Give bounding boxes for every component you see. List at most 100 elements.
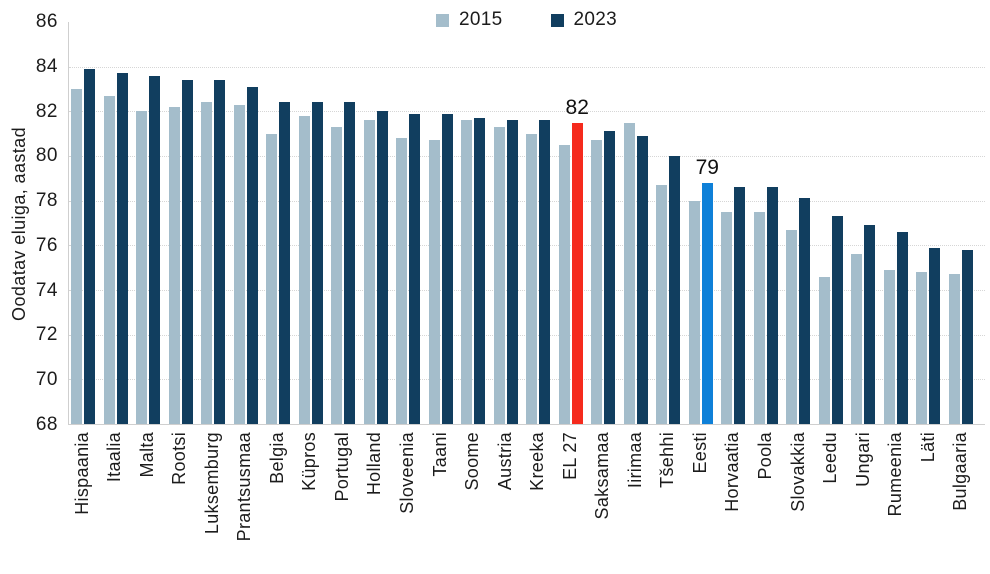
y-tick-label: 74 [35,279,58,301]
x-label-cell: Slovakkia [786,432,810,572]
bar-2015 [948,274,960,424]
bar-2015 [428,140,440,424]
bar-group [818,22,843,424]
bar-2023 [279,102,291,424]
bar-2015 [786,229,798,424]
bar-2023 [799,198,811,424]
x-label-cell: Prantsusmaa [233,432,257,572]
x-label-cell: Küpros [298,432,322,572]
bar-group [136,22,161,424]
gridline [69,111,985,113]
bar-2015 [136,111,148,424]
bar-2023 [669,156,681,424]
bar-2023 [149,75,161,424]
legend-label: 2023 [573,9,617,30]
bar-group [266,22,291,424]
x-label-cell: Belgia [265,432,289,572]
bar-2015 [851,254,863,424]
x-label-cell: Austria [493,432,517,572]
bar-group [428,22,453,424]
bar-2015 [363,120,375,424]
x-axis-label: Soome [462,432,483,491]
x-axis-label: Belgia [266,432,287,484]
x-axis-label: Kreeka [527,432,548,491]
x-axis-label: Austria [494,432,515,491]
x-axis-label: Luksemburg [201,432,222,535]
y-tick-label: 86 [35,11,58,32]
bar-2015 [623,122,635,424]
bar-2015 [558,144,570,424]
x-label-cell: Soome [461,432,485,572]
x-axis-label: Hispaania [71,432,92,515]
bar-2023 [929,247,941,424]
x-label-cell: Taani [428,432,452,572]
bar-2023: 79 [696,156,719,424]
y-tick-label: 78 [35,190,58,212]
bar-group [233,22,258,424]
bar-2023 [734,187,746,424]
bar-group [363,22,388,424]
x-label-cell: Holland [363,432,387,572]
bar-2015 [688,200,700,424]
x-axis-label: Leedu [820,432,841,484]
y-tick-label: 84 [35,55,58,77]
bar-2015 [493,126,505,424]
bar-2023 [831,216,843,424]
bar-group [461,22,486,424]
legend-swatch-icon [436,13,450,27]
bar-group [883,22,908,424]
x-axis-label: Holland [364,432,385,496]
bar-group [493,22,518,424]
bar-2023 [506,120,518,424]
bar-2023 [961,249,973,424]
legend-label: 2015 [459,9,503,30]
x-axis-label: EL 27 [559,432,580,480]
x-axis-label: Slovakkia [787,432,808,512]
x-label-cell: Malta [135,432,159,572]
bars-row: 82 79 [69,22,985,424]
bar-group [201,22,226,424]
bar-group [71,22,95,424]
bar-2015 [233,104,245,424]
bar-group [591,22,616,424]
x-label-cell: Bulgaaria [949,432,973,572]
x-axis-label: Malta [136,432,157,478]
bar-group [721,22,746,424]
x-axis-label: Taani [429,432,450,477]
y-tick-label: 70 [35,369,58,391]
bar-2015 [591,140,603,424]
bar-2023 [214,80,226,424]
bar-group [396,22,421,424]
bar-2023 [636,135,648,424]
bar-2015 [331,126,343,424]
bar-group: 79 [688,22,719,424]
bar-group [331,22,356,424]
x-axis-label: Rumeenia [885,432,906,517]
x-label-cell: Horvaatia [721,432,745,572]
bar-group [656,22,681,424]
legend-item-2015: 2015 [436,9,502,31]
x-axis-label: Tšehhi [657,432,678,488]
y-tick-label: 72 [35,324,58,346]
bar-2023 [766,187,778,424]
bar-group [753,22,778,424]
legend: 2015 2023 [68,8,985,32]
bar-group [786,22,811,424]
bar-2015 [168,106,180,424]
bar-2015 [71,89,82,424]
legend-item-2023: 2023 [550,9,617,31]
plot-area: 82 79 [68,22,985,425]
x-axis-label: Sloveenia [396,432,417,514]
x-axis-label: Ungari [852,432,873,487]
x-label-cell: Läti [916,432,940,572]
x-axis-label: Itaalia [104,432,125,483]
x-axis-label: Saksamaa [592,432,613,520]
bar-2015 [916,272,928,424]
bar-group [526,22,551,424]
x-axis-label: Iirimaa [624,432,645,489]
y-tick-label: 80 [35,145,58,167]
y-tick-label: 76 [35,234,58,256]
x-label-cell: Eesti [688,432,712,572]
bar-2023 [84,68,95,424]
